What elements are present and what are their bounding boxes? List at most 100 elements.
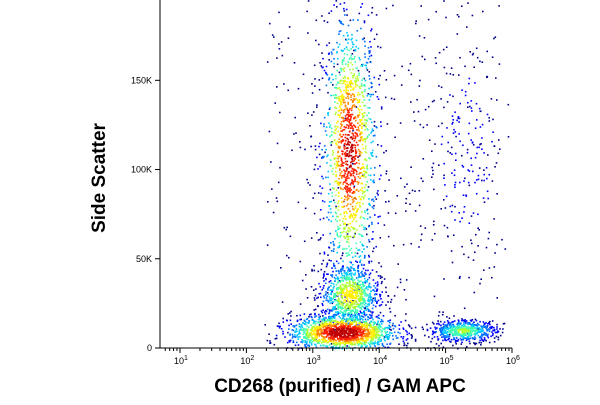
- data-point: [349, 217, 351, 219]
- data-point: [360, 27, 362, 30]
- data-point: [353, 341, 356, 344]
- data-point: [360, 82, 363, 85]
- data-point: [354, 326, 356, 329]
- data-point: [360, 136, 362, 139]
- data-point: [354, 320, 356, 323]
- data-point: [331, 275, 334, 278]
- data-point: [337, 187, 340, 189]
- data-point: [342, 316, 345, 319]
- data-point: [349, 314, 351, 316]
- data-point: [324, 338, 326, 341]
- data-point: [322, 66, 324, 69]
- data-point: [478, 327, 481, 330]
- data-point: [335, 175, 337, 177]
- data-point: [340, 70, 343, 72]
- data-point: [366, 345, 368, 347]
- data-point: [347, 24, 350, 27]
- x-tick-label: 105: [440, 355, 454, 366]
- data-point: [357, 271, 360, 273]
- data-point: [346, 322, 348, 325]
- data-point: [310, 145, 312, 148]
- data-point: [328, 286, 330, 288]
- data-point: [445, 72, 448, 75]
- data-point: [347, 235, 349, 238]
- data-point: [491, 276, 493, 279]
- data-point: [324, 327, 327, 330]
- data-point: [367, 308, 370, 311]
- data-point: [359, 318, 362, 321]
- data-point: [330, 10, 333, 12]
- data-point: [333, 248, 335, 250]
- data-point: [366, 281, 368, 283]
- data-point: [337, 146, 340, 149]
- data-point: [330, 285, 332, 287]
- data-point: [293, 133, 295, 135]
- data-point: [357, 128, 360, 130]
- data-point: [468, 170, 471, 172]
- data-point: [280, 267, 282, 269]
- data-point: [465, 320, 467, 323]
- data-point: [344, 75, 346, 78]
- data-point: [342, 220, 344, 223]
- data-point: [481, 328, 484, 331]
- data-point: [368, 225, 370, 228]
- data-point: [358, 56, 360, 59]
- data-point: [330, 144, 333, 146]
- data-point: [391, 332, 393, 334]
- data-point: [352, 174, 355, 177]
- data-point: [373, 344, 376, 346]
- data-point: [348, 57, 351, 60]
- data-point: [351, 214, 353, 217]
- data-point: [339, 213, 342, 216]
- data-point: [364, 210, 366, 212]
- data-point: [353, 104, 355, 106]
- data-point: [354, 61, 357, 63]
- data-point: [358, 233, 360, 235]
- data-point: [359, 121, 362, 123]
- data-point: [317, 270, 320, 273]
- data-point: [341, 336, 343, 338]
- data-point: [327, 317, 330, 320]
- data-point: [380, 298, 382, 300]
- data-point: [368, 256, 371, 258]
- data-point: [349, 203, 352, 205]
- data-point: [466, 26, 468, 28]
- data-point: [447, 327, 449, 329]
- data-point: [458, 323, 461, 326]
- data-point: [347, 101, 349, 104]
- data-point: [365, 340, 367, 343]
- data-point: [363, 167, 366, 170]
- data-point: [338, 305, 340, 307]
- data-point: [330, 260, 332, 262]
- data-point: [358, 72, 360, 75]
- data-point: [334, 280, 336, 282]
- data-point: [362, 283, 364, 286]
- data-point: [364, 158, 366, 161]
- data-point: [459, 323, 462, 325]
- data-point: [345, 284, 347, 286]
- data-point: [455, 343, 457, 345]
- data-point: [326, 292, 329, 294]
- data-point: [320, 325, 323, 328]
- data-point: [316, 106, 318, 108]
- data-point: [355, 322, 358, 325]
- data-point: [357, 344, 360, 347]
- data-point: [357, 19, 359, 21]
- data-point: [344, 336, 346, 339]
- data-point: [385, 79, 388, 81]
- data-point: [318, 145, 320, 148]
- data-point: [334, 129, 337, 132]
- data-point: [292, 325, 294, 327]
- data-point: [351, 198, 354, 201]
- data-point: [316, 232, 318, 234]
- data-point: [437, 339, 439, 341]
- data-point: [361, 122, 363, 125]
- data-point: [454, 205, 456, 208]
- data-point: [323, 344, 325, 346]
- data-point: [341, 160, 343, 163]
- data-point: [341, 330, 344, 333]
- data-point: [478, 146, 480, 149]
- data-point: [278, 48, 281, 50]
- data-point: [342, 116, 344, 119]
- data-point: [346, 291, 348, 293]
